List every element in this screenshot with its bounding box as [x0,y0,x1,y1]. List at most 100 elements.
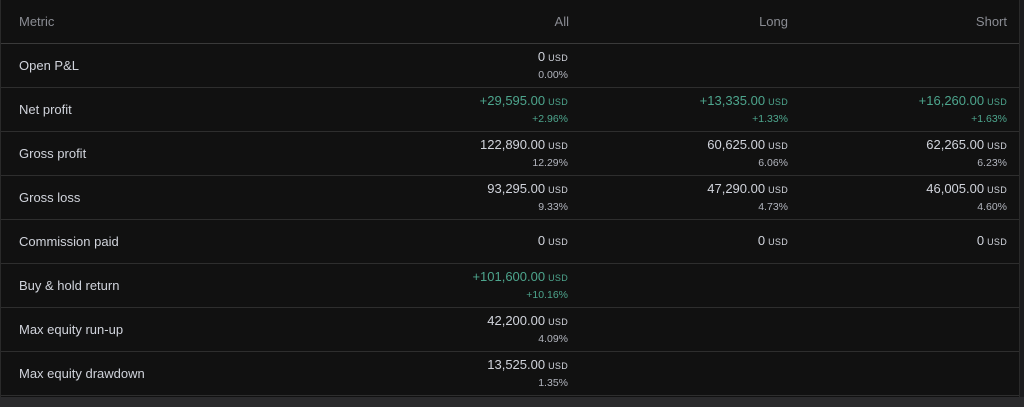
currency-unit: USD [768,237,788,247]
long-value-cell [569,264,789,307]
all-amount: +29,595.00 USD [480,93,568,110]
short-value-cell: 62,265.00 USD 6.23% [789,132,1019,175]
all-value-cell: +29,595.00 USD +2.96% [243,88,569,131]
metric-cell: Max equity drawdown [1,352,243,395]
all-amount: 0 USD [538,49,568,66]
amount-value: 47,290.00 [707,181,766,196]
all-percent: +2.96% [532,113,568,125]
all-value-cell: +101,600.00 USD +10.16% [243,264,569,307]
table-row: Commission paid 0 USD 0 USD 0 USD [1,220,1019,264]
column-header-short[interactable]: Short [975,14,1007,29]
column-header-metric[interactable]: Metric [19,14,55,29]
long-percent: +1.33% [752,113,788,125]
metric-label: Max equity run-up [19,322,124,337]
long-value-cell: 60,625.00 USD 6.06% [569,132,789,175]
metric-label: Gross loss [19,190,81,205]
amount-value: 0 [537,233,546,248]
column-header-long[interactable]: Long [759,14,788,29]
metric-label: Open P&L [19,58,79,73]
metric-cell: Open P&L [1,44,243,87]
currency-unit: USD [548,53,568,63]
currency-unit: USD [548,141,568,151]
short-value-cell: +16,260.00 USD +1.63% [789,88,1019,131]
currency-unit: USD [548,97,568,107]
long-value-cell [569,352,789,395]
table-row: Net profit +29,595.00 USD +2.96% +13,335.00 U… [1,88,1019,132]
metric-cell: Max equity run-up [1,308,243,351]
all-percent: 12.29% [532,157,568,169]
all-percent: 9.33% [538,201,568,213]
short-value-cell: 46,005.00 USD 4.60% [789,176,1019,219]
column-header-all[interactable]: All [554,14,569,29]
short-value-cell [789,352,1019,395]
amount-value: 0 [537,49,546,64]
currency-unit: USD [987,141,1007,151]
all-value-cell: 0 USD [243,220,569,263]
metric-cell: Gross profit [1,132,243,175]
metric-label: Commission paid [19,234,119,249]
amount-value: 13,525.00 [487,357,546,372]
long-value-cell [569,308,789,351]
table-body: Open P&L 0 USD 0.00% Net profit +29,595.00 USD… [1,44,1019,396]
long-amount: 0 USD [758,233,788,250]
scrollbar-track[interactable] [1020,0,1024,397]
amount-value: 62,265.00 [926,137,985,152]
all-percent: 4.09% [538,333,568,345]
amount-value: 122,890.00 [480,137,546,152]
metric-cell: Gross loss [1,176,243,219]
all-amount: 13,525.00 USD [487,357,568,374]
all-value-cell: 122,890.00 USD 12.29% [243,132,569,175]
metric-cell: Net profit [1,88,243,131]
metric-label: Gross profit [19,146,87,161]
all-percent: +10.16% [526,289,568,301]
long-amount: 60,625.00 USD [707,137,788,154]
all-value-cell: 13,525.00 USD 1.35% [243,352,569,395]
table-row: Gross profit 122,890.00 USD 12.29% 60,625.00… [1,132,1019,176]
metric-cell: Buy & hold return [1,264,243,307]
all-amount: 122,890.00 USD [480,137,568,154]
long-amount: 47,290.00 USD [707,181,788,198]
all-amount: +101,600.00 USD [472,269,568,286]
all-value-cell: 0 USD 0.00% [243,44,569,87]
table-row: Gross loss 93,295.00 USD 9.33% 47,290.00 USD 4… [1,176,1019,220]
table-row: Max equity run-up 42,200.00 USD 4.09% [1,308,1019,352]
currency-unit: USD [987,237,1007,247]
all-amount: 0 USD [538,233,568,250]
short-percent: +1.63% [971,113,1007,125]
long-value-cell: 47,290.00 USD 4.73% [569,176,789,219]
amount-value: 42,200.00 [487,313,546,328]
currency-unit: USD [768,185,788,195]
metric-cell: Commission paid [1,220,243,263]
amount-value: +29,595.00 [479,93,546,108]
amount-value: +13,335.00 [699,93,766,108]
currency-unit: USD [987,97,1007,107]
metric-label: Buy & hold return [19,278,120,293]
short-value-cell [789,44,1019,87]
long-value-cell [569,44,789,87]
table-row: Max equity drawdown 13,525.00 USD 1.35% [1,352,1019,396]
long-percent: 4.73% [758,201,788,213]
short-amount: 62,265.00 USD [926,137,1007,154]
all-value-cell: 93,295.00 USD 9.33% [243,176,569,219]
all-amount: 93,295.00 USD [487,181,568,198]
long-amount: +13,335.00 USD [700,93,788,110]
all-percent: 0.00% [538,69,568,81]
currency-unit: USD [548,317,568,327]
long-value-cell: +13,335.00 USD +1.33% [569,88,789,131]
currency-unit: USD [548,273,568,283]
all-percent: 1.35% [538,377,568,389]
short-amount: 0 USD [977,233,1007,250]
currency-unit: USD [768,97,788,107]
metric-label: Max equity drawdown [19,366,145,381]
currency-unit: USD [768,141,788,151]
all-amount: 42,200.00 USD [487,313,568,330]
table-row: Buy & hold return +101,600.00 USD +10.16% [1,264,1019,308]
table-row: Open P&L 0 USD 0.00% [1,44,1019,88]
bottom-scrollbar[interactable] [0,397,1024,407]
amount-value: 0 [976,233,985,248]
long-value-cell: 0 USD [569,220,789,263]
long-percent: 6.06% [758,157,788,169]
amount-value: +101,600.00 [472,269,546,284]
table-header: Metric All Long Short [1,0,1019,44]
short-amount: +16,260.00 USD [919,93,1007,110]
